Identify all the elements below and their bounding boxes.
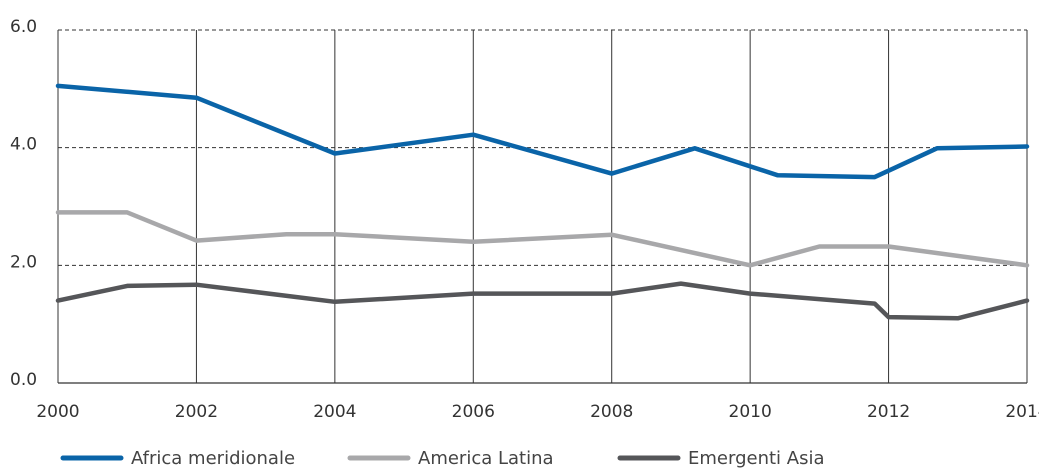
x-tick-label: 2012 — [867, 402, 910, 422]
legend-item: America Latina — [347, 448, 554, 468]
legend-label: America Latina — [418, 448, 554, 468]
legend-item: Africa meridionale — [60, 448, 295, 468]
series-line-1 — [55, 83, 1030, 180]
y-tick-label: 6.0 — [10, 17, 37, 37]
series-line-2 — [55, 210, 1030, 268]
x-tick-label: 2004 — [313, 402, 356, 422]
y-tick-label: 4.0 — [10, 135, 37, 155]
legend: Africa meridionale America Latina Emergent… — [60, 448, 824, 468]
x-tick-label: 2002 — [175, 402, 218, 422]
x-tick-label: 2006 — [452, 402, 495, 422]
axes: 0.0 2.0 4.0 6.0 2000 2002 2004 2006 2008 2010 2012… — [10, 17, 1039, 422]
x-tick-label: 2014 — [1005, 402, 1039, 422]
x-tick-label: 2000 — [36, 402, 79, 422]
x-tick-label: 2010 — [729, 402, 772, 422]
y-tick-label: 0.0 — [10, 370, 37, 390]
y-tick-label: 2.0 — [10, 252, 37, 272]
grid — [57, 29, 1028, 383]
x-tick-label: 2008 — [590, 402, 633, 422]
series-lines — [55, 83, 1030, 321]
series-line-3 — [55, 281, 1030, 321]
legend-item: Emergenti Asia — [617, 448, 824, 468]
legend-label: Africa meridionale — [131, 448, 295, 468]
legend-label: Emergenti Asia — [688, 448, 824, 468]
